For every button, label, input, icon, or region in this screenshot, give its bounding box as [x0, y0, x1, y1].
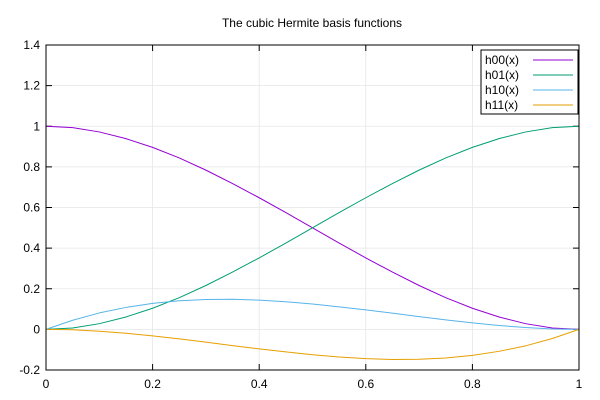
chart-title: The cubic Hermite basis functions: [222, 16, 402, 30]
x-tick-label: 0.8: [464, 377, 481, 391]
legend-label: h01(x): [485, 68, 519, 82]
x-tick-label: 0.2: [144, 377, 161, 391]
series-layer: [45, 125, 580, 360]
y-tick-label: -0.2: [19, 363, 40, 377]
y-tick-label: 1.2: [23, 79, 40, 93]
y-tick-label: 0.4: [23, 241, 40, 255]
legend: h00(x)h01(x)h10(x)h11(x): [480, 49, 579, 115]
x-tick-label: 0: [43, 377, 50, 391]
y-tick-label: 0: [33, 322, 40, 336]
legend-box: [480, 49, 579, 115]
y-tick-label: 1: [33, 119, 40, 133]
legend-label: h11(x): [485, 98, 518, 112]
x-tick-label: 0.6: [357, 377, 374, 391]
y-tick-label: 1.4: [23, 38, 40, 52]
y-tick-label: 0.2: [23, 282, 40, 296]
tick-layer: 0 0.2 0.4 0.6 0.8 1-0.200.20.40.60.811.21.4: [19, 38, 582, 391]
y-tick-label: 0.6: [23, 201, 40, 215]
legend-label: h10(x): [485, 83, 519, 97]
x-tick-label: 1: [576, 377, 583, 391]
series-line-h11-x: [45, 328, 580, 360]
plot-frame: [45, 44, 580, 371]
series-line-h10-x: [45, 298, 580, 330]
legend-label: h00(x): [485, 53, 519, 67]
x-tick-label: 0.4: [251, 377, 268, 391]
series-line-h01-x: [45, 125, 580, 330]
y-tick-label: 0.8: [23, 160, 40, 174]
